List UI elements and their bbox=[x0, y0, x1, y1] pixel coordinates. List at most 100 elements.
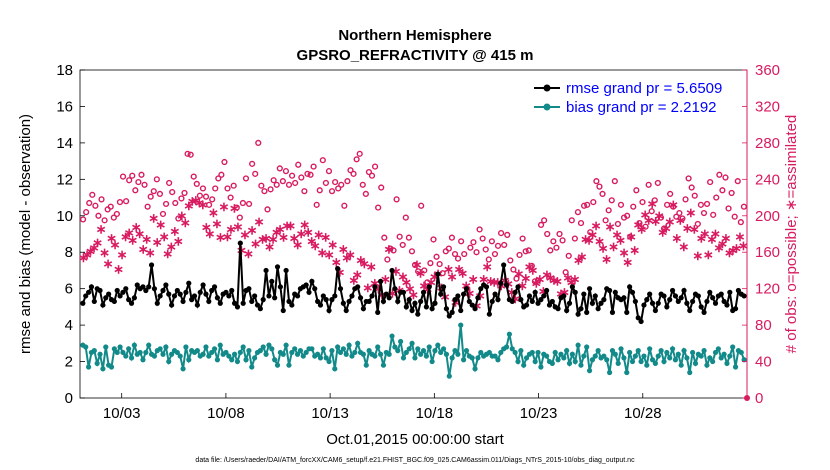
bias-point bbox=[180, 366, 186, 372]
obs-possible-point bbox=[568, 217, 575, 224]
obs-possible-point bbox=[667, 190, 674, 198]
y-right-tick-label: 240 bbox=[755, 171, 780, 188]
rmse-point bbox=[277, 284, 283, 290]
obs-assimilated-point: ∗ bbox=[113, 262, 124, 277]
rmse-point bbox=[469, 302, 475, 308]
rmse-point bbox=[635, 315, 641, 321]
y-right-tick-label: 40 bbox=[755, 354, 772, 371]
obs-possible-point bbox=[89, 191, 96, 198]
obs-assimilated-point: ∗ bbox=[398, 269, 409, 284]
obs-assimilated-point: ∗ bbox=[563, 270, 574, 285]
bias-point bbox=[586, 368, 593, 374]
obs-possible-point bbox=[633, 187, 640, 194]
rmse-point bbox=[337, 286, 344, 292]
obs-possible-point bbox=[734, 178, 741, 185]
rmse-point bbox=[320, 293, 326, 299]
rmse-point bbox=[489, 298, 495, 305]
rmse-point bbox=[592, 293, 598, 299]
bias-point bbox=[558, 351, 564, 357]
rmse-point bbox=[664, 304, 670, 310]
rmse-point bbox=[211, 284, 218, 290]
obs-assimilated-point: ∗ bbox=[173, 233, 184, 248]
obs-assimilated-point: ∗ bbox=[275, 222, 286, 237]
obs-assimilated-point: ∗ bbox=[710, 226, 721, 241]
obs-assimilated-point: ∗ bbox=[92, 235, 103, 250]
x-tick-label: 10/28 bbox=[624, 405, 662, 422]
rmse-point bbox=[432, 300, 438, 306]
obs-assimilated-point: ∗ bbox=[573, 253, 584, 268]
bias-point bbox=[544, 353, 550, 359]
rmse-point bbox=[575, 311, 581, 317]
obs-possible-point bbox=[116, 199, 124, 206]
obs-possible-point bbox=[660, 225, 668, 232]
chart-title: Northern Hemisphere bbox=[338, 27, 491, 44]
obs-assimilated-point: ∗ bbox=[341, 250, 352, 265]
bias-point bbox=[440, 346, 447, 352]
obs-possible-point bbox=[86, 199, 93, 207]
bias-point bbox=[323, 355, 329, 361]
obs-possible-point bbox=[501, 241, 508, 249]
obs-possible-point bbox=[605, 207, 612, 214]
rmse-point bbox=[169, 302, 175, 308]
obs-possible-point bbox=[688, 184, 695, 191]
obs-possible-point bbox=[654, 179, 661, 187]
obs-possible-point bbox=[353, 156, 360, 163]
obs-possible-point bbox=[381, 234, 388, 241]
obs-possible-point bbox=[710, 211, 717, 218]
bias-point bbox=[495, 357, 501, 363]
obs-assimilated-point: ∗ bbox=[373, 281, 384, 296]
rmse-point bbox=[369, 293, 375, 299]
bias-point bbox=[741, 357, 747, 363]
bias-point bbox=[627, 349, 633, 356]
rmse-point bbox=[366, 298, 372, 305]
obs-possible-point bbox=[230, 182, 237, 189]
rmse-point bbox=[572, 289, 578, 295]
rmse-point bbox=[355, 284, 361, 290]
obs-assimilated-point: ∗ bbox=[190, 192, 201, 207]
obs-possible-point bbox=[292, 179, 299, 187]
x-tick-label: 10/23 bbox=[520, 405, 558, 422]
bias-point bbox=[512, 349, 518, 356]
rmse-point bbox=[309, 278, 315, 284]
rmse-point bbox=[166, 291, 172, 297]
rmse-point bbox=[360, 306, 367, 312]
bias-point bbox=[552, 349, 558, 356]
obs-possible-point bbox=[565, 252, 572, 259]
bias-point bbox=[194, 348, 200, 354]
obs-possible-point bbox=[212, 185, 219, 192]
rmse-point bbox=[160, 287, 166, 294]
bias-point bbox=[469, 355, 475, 361]
obs-assimilated-point: ∗ bbox=[204, 226, 215, 241]
rmse-point bbox=[231, 300, 238, 306]
obs-assimilated-point: ∗ bbox=[162, 246, 173, 261]
rmse-point bbox=[126, 297, 132, 303]
obs-possible-point bbox=[221, 158, 228, 166]
obs-possible-point bbox=[740, 203, 748, 210]
rmse-point bbox=[131, 295, 137, 301]
rmse-point bbox=[681, 287, 687, 294]
rmse-point bbox=[395, 298, 401, 305]
obs-possible-point bbox=[371, 163, 379, 170]
obs-assimilated-point: ∗ bbox=[215, 230, 226, 245]
obs-assimilated-point: ∗ bbox=[211, 216, 222, 231]
obs-assimilated-point: ∗ bbox=[145, 245, 156, 260]
obs-possible-point bbox=[461, 250, 468, 258]
rmse-point bbox=[343, 307, 349, 314]
bias-point bbox=[698, 353, 704, 359]
rmse-point bbox=[669, 287, 676, 294]
bias-point bbox=[174, 349, 180, 356]
bias-point bbox=[249, 364, 255, 370]
rmse-point bbox=[146, 284, 152, 290]
obs-possible-point bbox=[537, 221, 545, 228]
obs-possible-point bbox=[119, 173, 127, 180]
obs-assimilated-point: ∗ bbox=[664, 214, 675, 229]
obs-assimilated-point: ∗ bbox=[475, 288, 486, 303]
obs-possible-point bbox=[362, 190, 369, 198]
rmse-point bbox=[443, 306, 450, 312]
obs-assimilated-point: ∗ bbox=[640, 207, 651, 222]
rmse-point bbox=[455, 293, 461, 299]
bias-point bbox=[214, 357, 221, 363]
obs-possible-point bbox=[233, 204, 240, 211]
bias-point bbox=[690, 349, 696, 356]
obs-possible-point bbox=[627, 233, 634, 240]
